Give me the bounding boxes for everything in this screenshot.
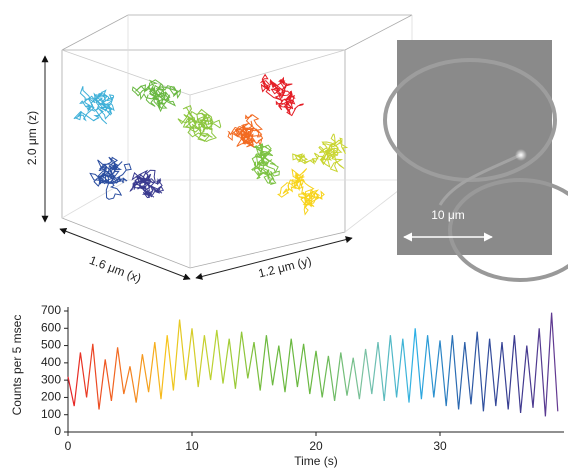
x-tick-label: 30 [433,439,447,453]
scale-label: 10 μm [431,208,465,222]
trajectory-segment [73,86,115,125]
x-tick-label: 20 [309,439,323,453]
x-arrow [59,227,191,281]
x-tick-label: 10 [185,439,199,453]
y-tick-label: 300 [41,372,61,386]
trajectory-segment [292,133,349,173]
x-axis-title: Time (s) [294,454,338,468]
micrograph-panel: 10 μm [383,40,568,282]
trajectory-segment [129,169,165,199]
x-tick-label: 0 [65,439,72,453]
trajectory-segment [227,113,264,149]
y-tick-label: 700 [41,303,61,317]
trajectory-path [73,73,349,216]
series-line [67,312,559,417]
trajectory-segment [89,156,132,200]
filament [438,153,521,206]
y-tick-label: 0 [54,424,61,438]
trajectory-segment [177,105,222,143]
trajectory-segment [259,73,304,117]
cell-outline [448,178,568,282]
trajectory-panel: 2.0 μm (z) 1.6 μm (x) 1.2 μm (y) [25,14,413,285]
y-arrow [195,236,353,280]
y-label: 1.2 μm (y) [257,254,313,281]
y-tick-label: 500 [41,338,61,352]
y-axis-title: Counts per 5 msec [10,315,24,416]
trajectory-segment [250,142,280,185]
y-tick-label: 200 [41,390,61,404]
y-tick-label: 400 [41,355,61,369]
trajectory-segment [277,168,325,216]
particle [515,149,527,161]
box [61,14,413,269]
trajectory-segment [131,79,182,113]
y-tick-label: 100 [41,407,61,421]
y-tick-label: 600 [41,320,61,334]
z-label: 2.0 μm (z) [25,111,39,165]
